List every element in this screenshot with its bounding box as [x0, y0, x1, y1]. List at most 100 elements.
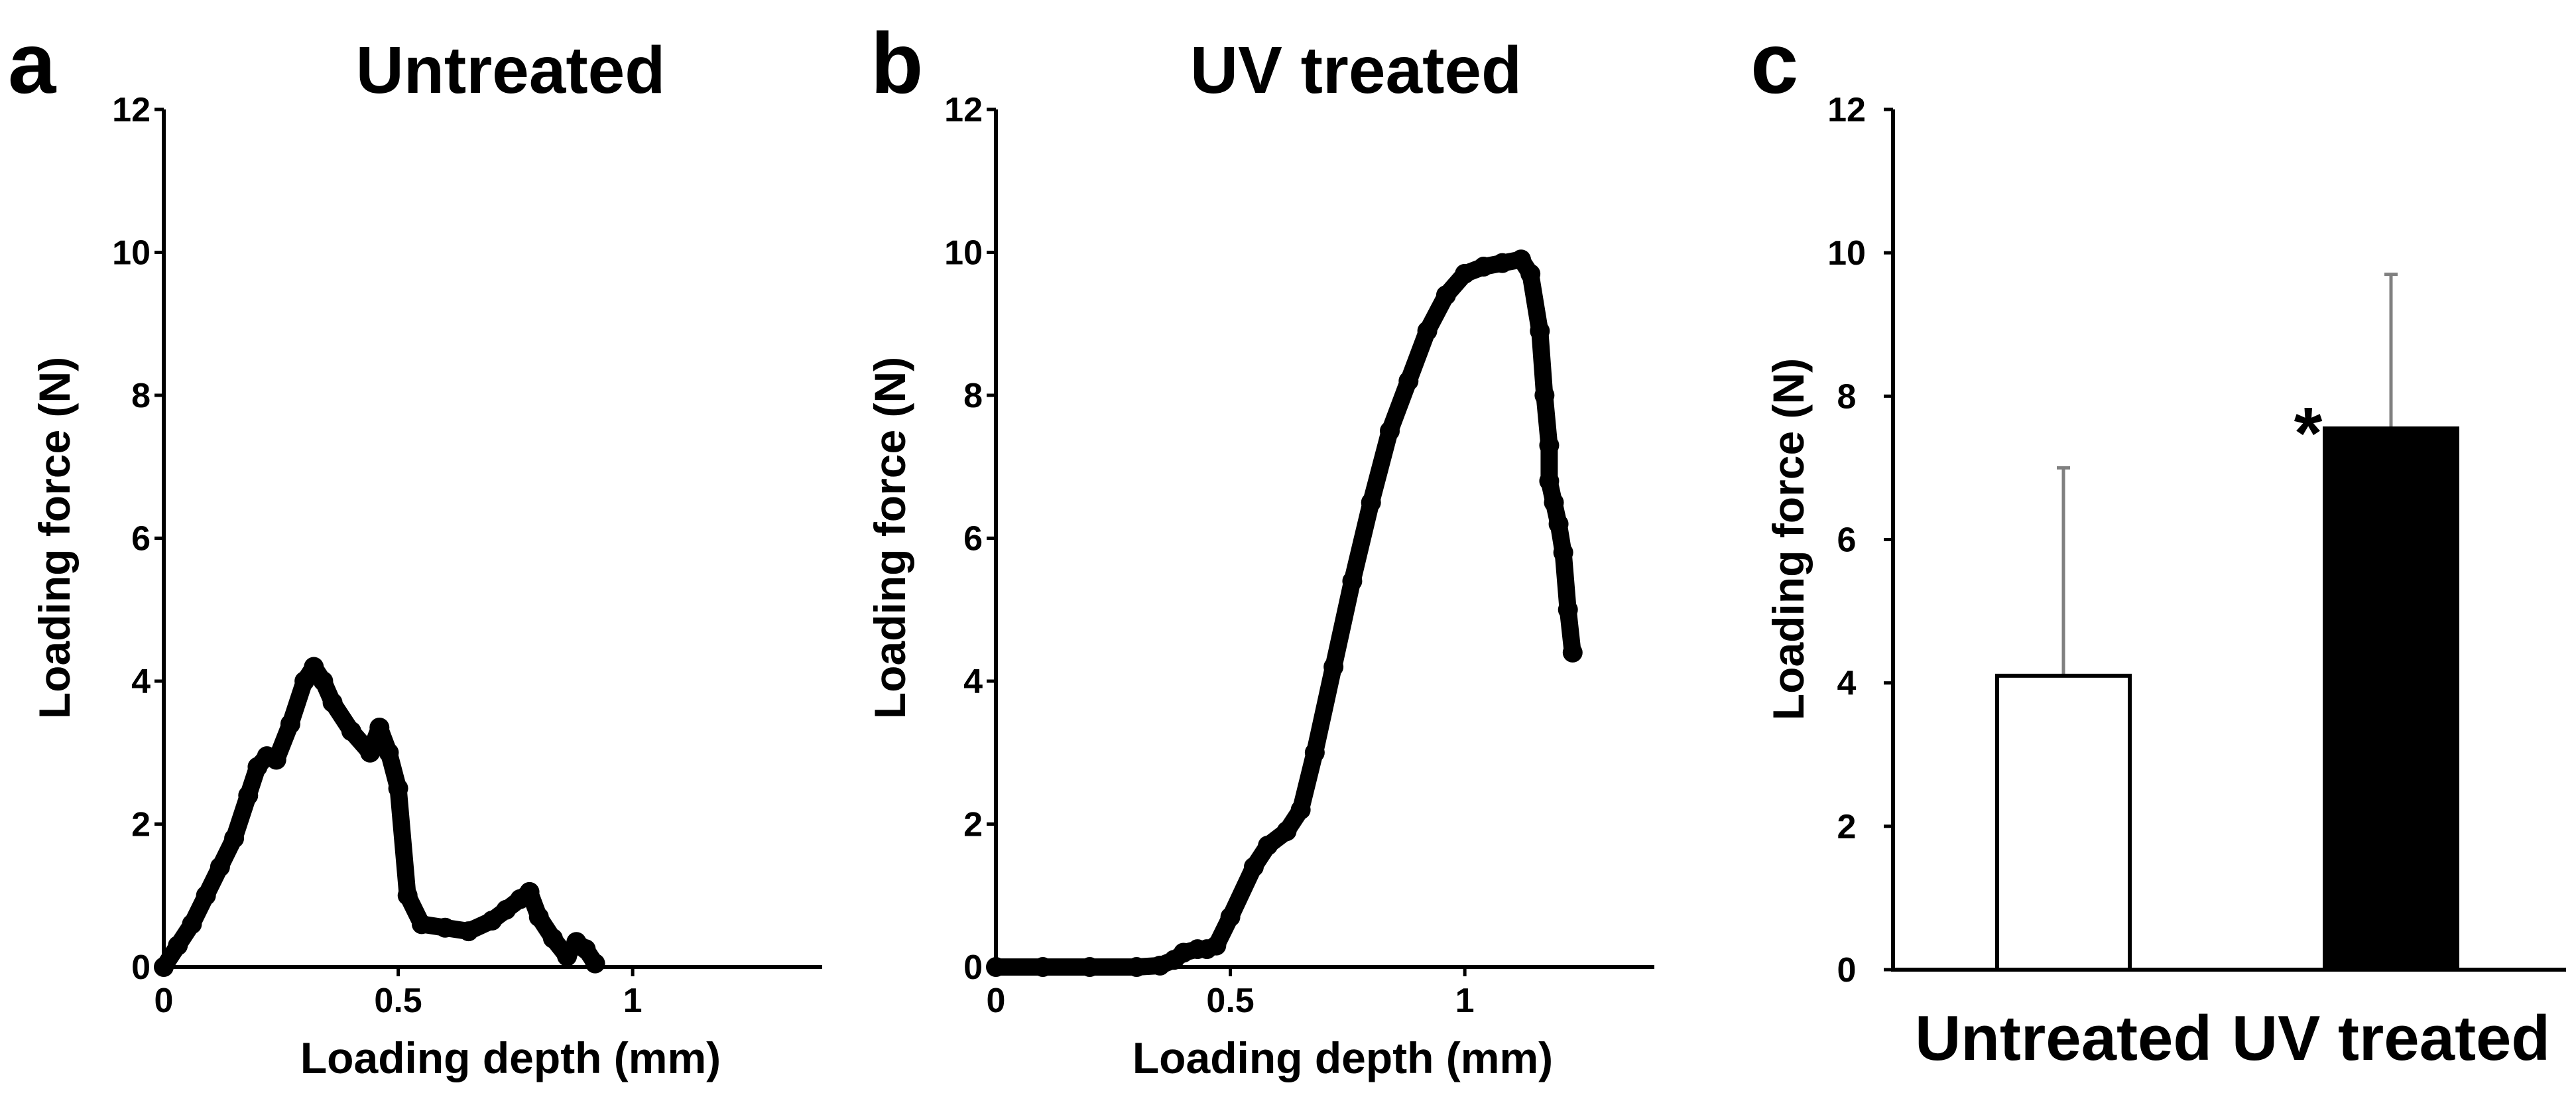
- bar-1: [1995, 673, 2132, 972]
- panel-b-y-tick-label: 4: [963, 663, 983, 701]
- panel-a-y-tick-label: 8: [131, 377, 151, 415]
- panel-b-data-point: [1539, 435, 1560, 456]
- panel-a-data-point: [411, 914, 432, 935]
- panel-b-data-point: [1530, 321, 1550, 342]
- panel-b-data-point: [1380, 420, 1400, 441]
- panel-a-data-point: [379, 742, 399, 763]
- panel-a-data-point: [168, 935, 188, 956]
- panel-b-data-point: [1243, 857, 1264, 877]
- panel-b-data-point: [1258, 835, 1278, 856]
- panel-a-y-tick-label: 10: [112, 234, 151, 273]
- panel-a-data-point: [528, 907, 549, 927]
- bar-2: [2323, 426, 2459, 972]
- panel-b-data-point: [1473, 257, 1494, 277]
- panel-a-data-point: [280, 714, 300, 734]
- panel-c-y-tick-label: 0: [1837, 951, 1857, 990]
- panel-a-series-line: [155, 658, 604, 976]
- panel-b-data-point: [1553, 543, 1573, 563]
- panel-a-y-tick-label: 12: [112, 91, 151, 129]
- panel-b-series-line: [987, 251, 1581, 976]
- panel-b-data-point: [1206, 935, 1227, 956]
- panel-b-data-point: [1534, 385, 1555, 405]
- panel-a-x-tick-label: 0.5: [374, 982, 422, 1020]
- panel-b-data-point: [1220, 907, 1241, 927]
- panel-a-data-point: [294, 671, 315, 691]
- panel-a-x-axis-label: Loading depth (mm): [300, 1033, 721, 1082]
- panel-b-y-tick-label: 8: [963, 377, 983, 415]
- panel-b-title: UV treated: [1190, 33, 1522, 107]
- panel-b-data-point: [1361, 492, 1381, 513]
- panel-b-data-point: [1539, 471, 1560, 491]
- panel-b-data-point: [1342, 571, 1363, 592]
- panel-a-data-point: [585, 953, 605, 974]
- panel-a-data-point: [322, 692, 343, 713]
- panel-b-data-point: [1304, 742, 1325, 763]
- panel-a-y-axis-label: Loading force (N): [30, 357, 79, 719]
- panel-b-y-tick-label: 2: [963, 806, 983, 844]
- panel-a-letter: a: [8, 15, 57, 111]
- panel-c-y-tick-label: 12: [1827, 91, 1866, 129]
- panel-b-y-tick-label: 0: [963, 948, 983, 987]
- panel-a-data-point: [458, 921, 479, 942]
- panel-a-data-point: [304, 657, 324, 677]
- panel-c-y-tick-label: 6: [1837, 521, 1857, 560]
- panel-b-data-point: [1290, 799, 1311, 820]
- panel-a-data-point: [496, 899, 517, 920]
- panel-b-x-tick-label: 1: [1455, 982, 1475, 1020]
- panel-c-y-axis-label: Loading force (N): [1764, 358, 1813, 720]
- panel-b-data-point: [1079, 957, 1100, 977]
- panel-a-x-tick-label: 1: [623, 982, 643, 1020]
- panel-b-data-point: [1548, 513, 1569, 534]
- panel-b-data-point: [1032, 957, 1053, 977]
- panel-a-data-point: [238, 785, 259, 806]
- panel-a-data-point: [341, 721, 361, 742]
- panel-a-data-point: [154, 957, 174, 977]
- category-label-1: Untreated: [1915, 1003, 2212, 1074]
- panel-b-x-axis-label: Loading depth (mm): [1133, 1033, 1553, 1082]
- panel-b-data-point: [1455, 263, 1475, 284]
- panel-c-y-tick-label: 8: [1837, 377, 1857, 416]
- significance-star: *: [2294, 393, 2323, 474]
- panel-a-data-point: [210, 857, 230, 877]
- panel-b-uv-treated: b UV treated 0 2 4 6 8 10 12 0 0.5 1 Loading for…: [865, 15, 1654, 1082]
- panel-a-data-point: [435, 917, 456, 938]
- panel-a-data-point: [397, 885, 418, 906]
- panel-b-data-point: [1558, 600, 1578, 620]
- panel-a-data-point: [360, 742, 381, 763]
- panel-b-data-point: [986, 957, 1006, 977]
- panel-a-y-tick-label: 4: [131, 663, 151, 701]
- panel-b-data-point: [1436, 285, 1456, 306]
- panel-a-y-tick-label: 0: [131, 948, 151, 987]
- panel-b-data-point: [1398, 371, 1419, 391]
- panel-a-data-point: [482, 910, 502, 931]
- panel-b-data-point: [1276, 821, 1297, 842]
- panel-a-data-point: [576, 939, 596, 960]
- panel-b-x-tick-label: 0.5: [1206, 982, 1254, 1020]
- panel-a-data-point: [542, 928, 563, 948]
- panel-b-data-point: [1417, 321, 1438, 342]
- panel-a-data-point: [182, 914, 202, 935]
- panel-b-data-point: [1511, 249, 1531, 270]
- panel-b-y-axis-label: Loading force (N): [865, 357, 914, 719]
- panel-c-y-tick-label: 4: [1837, 665, 1857, 703]
- panel-b-letter: b: [871, 15, 923, 111]
- panel-a-data-point: [313, 671, 334, 691]
- panel-a-data-point: [369, 718, 390, 738]
- panel-a-data-point: [557, 946, 578, 966]
- panel-a-data-point: [388, 778, 408, 799]
- panel-b-data-point: [1127, 957, 1147, 977]
- panel-b-data-point: [1544, 492, 1564, 513]
- category-label-2: UV treated: [2232, 1003, 2550, 1074]
- panel-b-y-tick-label: 10: [944, 234, 983, 273]
- panel-b-data-point: [1562, 642, 1583, 663]
- panel-a-title: Untreated: [356, 33, 666, 107]
- panel-b-y-tick-label: 12: [944, 91, 983, 129]
- panel-b-data-point: [1520, 263, 1541, 284]
- panel-a-y-tick-label: 6: [131, 520, 151, 558]
- panel-c-letter: c: [1750, 15, 1798, 111]
- panel-a-x-tick-label: 0: [154, 982, 174, 1020]
- panel-a-data-point: [519, 881, 540, 902]
- panel-c-y-tick-label: 2: [1837, 808, 1857, 846]
- panel-c-bar-chart: c 0 2 4 6 8 10 12 Untreated UV treated * Loading…: [1750, 15, 2566, 1074]
